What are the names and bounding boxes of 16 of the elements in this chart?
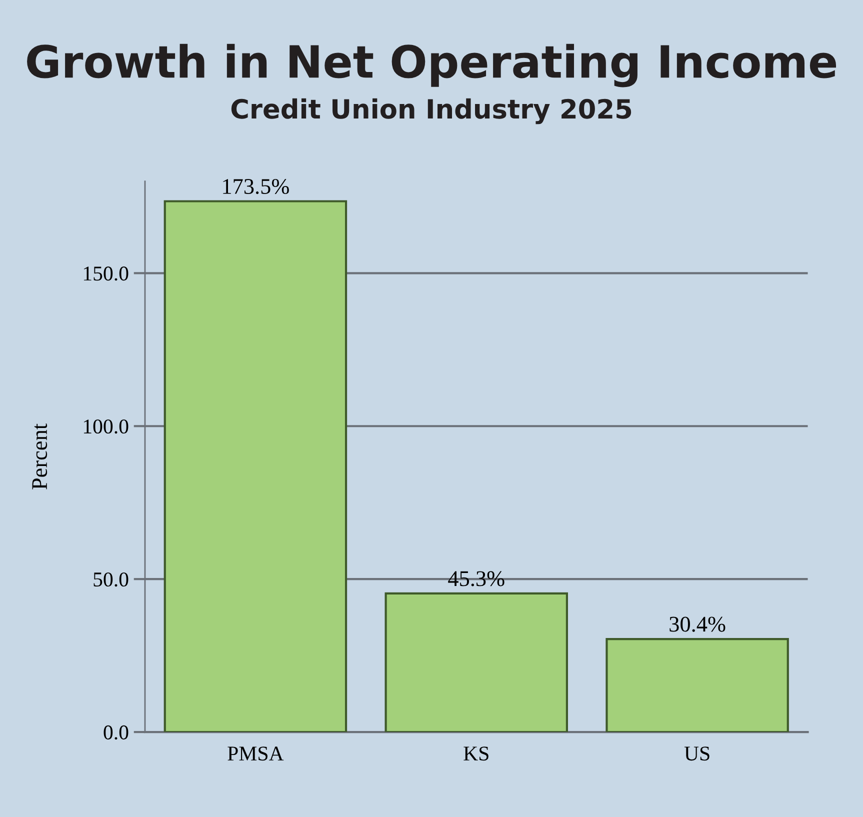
- data-label: 173.5%: [223, 178, 289, 194]
- x-tick-label: KS: [464, 746, 488, 761]
- data-label: 45.3%: [448, 571, 504, 586]
- y-axis-title: Percent: [32, 424, 48, 490]
- bar: [164, 200, 348, 732]
- x-tick-label: US: [684, 746, 710, 761]
- data-label: 30.4%: [670, 616, 726, 632]
- x-tick-label: PMSA: [228, 746, 284, 761]
- y-tick-label: 100.0: [84, 419, 128, 434]
- y-tick-label: 50.0: [94, 572, 128, 587]
- y-tick-label: 150.0: [84, 266, 128, 281]
- bar: [384, 592, 568, 732]
- chart-subtitle: Credit Union Industry 2025: [231, 98, 632, 124]
- chart-title: Growth in Net Operating Income: [27, 44, 836, 88]
- y-tick-label: 0.0: [104, 725, 128, 740]
- bar: [606, 638, 789, 732]
